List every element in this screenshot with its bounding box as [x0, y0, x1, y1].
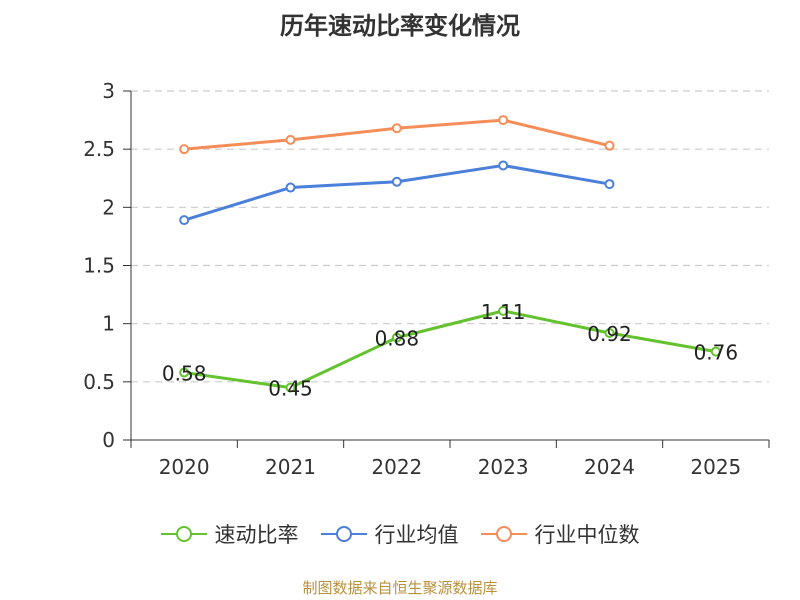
series-line-1: [183, 163, 610, 222]
series-line-0: [183, 309, 717, 390]
axes: 0 0.5 1 1.5 2 2.5 3 2020 2021 2022 2023 2024 2025: [83, 79, 770, 479]
legend-item-industry-average[interactable]: 行业均值: [320, 519, 459, 549]
y-tick-label: 2: [102, 195, 115, 219]
legend-line-marker-icon: [320, 526, 367, 542]
data-label: 0.92: [587, 322, 632, 346]
data-point: [498, 305, 509, 316]
y-tick-label: 2.5: [83, 137, 115, 161]
x-tick-label: 2024: [584, 455, 635, 479]
y-tick-label: 3: [102, 79, 115, 103]
data-label: 0.88: [375, 327, 420, 351]
legend-label: 行业中位数: [534, 523, 640, 547]
data-point: [710, 346, 721, 357]
data-point: [179, 367, 190, 378]
x-tick-label: 2025: [690, 455, 741, 479]
legend-label: 行业均值: [374, 523, 459, 547]
data-labels: 0.58 0.45 0.88 1.11 0.92 0.76: [162, 300, 738, 401]
x-tick-label: 2021: [265, 455, 316, 479]
x-tick-label: 2020: [159, 455, 210, 479]
data-point: [604, 179, 615, 190]
y-tick-label: 1.5: [83, 254, 115, 278]
data-point: [285, 182, 296, 193]
y-tick-label: 0: [102, 428, 115, 452]
data-label: 0.76: [694, 341, 739, 365]
x-tick-label: 2023: [478, 455, 529, 479]
legend-item-industry-median[interactable]: 行业中位数: [480, 519, 640, 549]
source-note: 制图数据来自恒生聚源数据库: [302, 579, 498, 597]
data-label: 0.58: [162, 362, 207, 386]
legend-line-marker-icon: [480, 526, 527, 542]
data-point: [285, 382, 296, 393]
data-point: [604, 140, 615, 151]
data-point: [391, 176, 402, 187]
data-point: [285, 134, 296, 145]
data-point: [498, 115, 509, 126]
data-point: [604, 327, 615, 338]
data-point: [179, 144, 190, 155]
data-point: [391, 332, 402, 343]
data-label: 1.11: [481, 300, 526, 324]
y-tick-label: 0.5: [83, 370, 115, 394]
data-point: [498, 160, 509, 171]
chart-title: 历年速动比率变化情况: [280, 12, 520, 40]
legend-label: 速动比率: [214, 523, 299, 547]
x-tick-label: 2022: [371, 455, 422, 479]
grid-lines: [131, 90, 769, 383]
legend-item-quick-ratio[interactable]: 速动比率: [160, 519, 299, 549]
data-point: [391, 123, 402, 134]
y-tick-label: 1: [102, 312, 115, 336]
legend-line-marker-icon: [160, 526, 207, 542]
series-lines: [179, 115, 721, 393]
legend: 速动比率 行业均值 行业中位数: [0, 519, 800, 549]
data-point: [179, 215, 190, 226]
data-label: 0.45: [268, 377, 313, 401]
